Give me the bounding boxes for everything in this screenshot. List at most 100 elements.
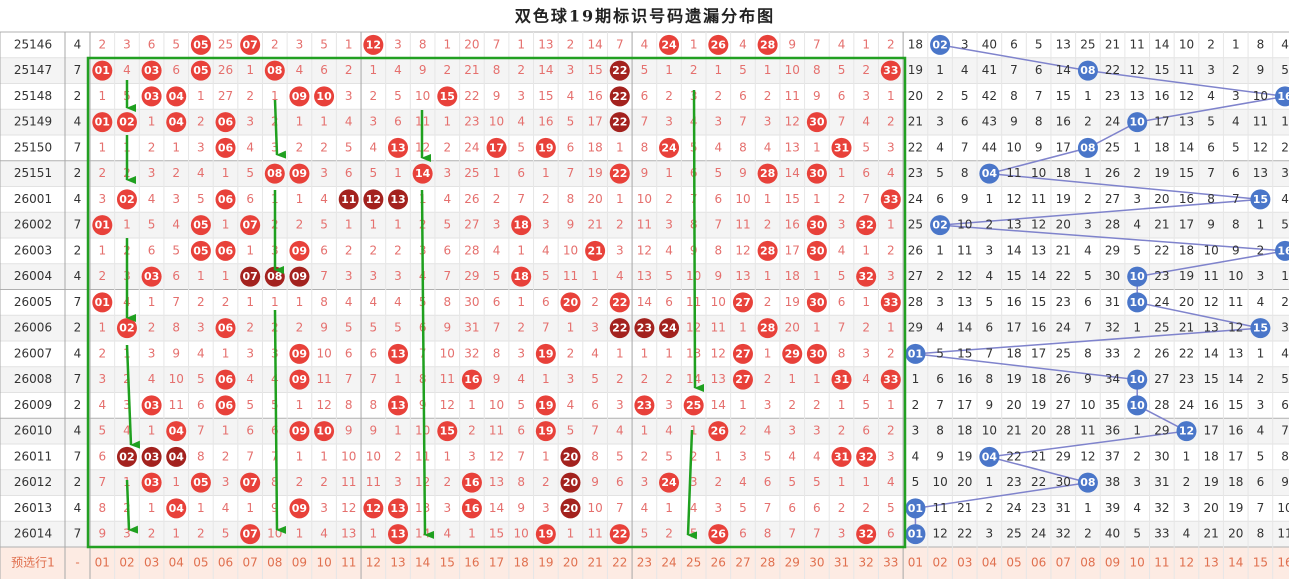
red-omission: 5 — [370, 321, 378, 335]
red-omission: 6 — [714, 192, 722, 206]
blue-omission: 32 — [1105, 321, 1120, 335]
red-omission: 1 — [443, 37, 451, 51]
red-omission: 2 — [542, 192, 550, 206]
blue-omission: 1 — [936, 243, 944, 257]
red-omission: 13 — [637, 269, 652, 283]
red-omission: 6 — [665, 295, 673, 309]
blue-omission: 41 — [982, 63, 997, 77]
red-ball — [732, 343, 753, 364]
footer-blue-number: 06 — [1031, 556, 1046, 570]
red-omission: 7 — [493, 321, 501, 335]
red-ball — [856, 446, 877, 467]
red-omission: 9 — [98, 527, 106, 541]
row-background — [0, 57, 1289, 84]
blue-omission: 14 — [1006, 243, 1021, 257]
blue-omission: 4 — [1257, 424, 1265, 438]
red-omission: 1 — [616, 192, 624, 206]
row-background — [0, 186, 1289, 213]
highlight-box — [86, 56, 907, 549]
red-omission: 27 — [464, 218, 479, 232]
red-omission: 5 — [320, 37, 328, 51]
red-omission: 1 — [197, 269, 205, 283]
red-ball — [659, 318, 680, 339]
red-ball-number: 04 — [169, 90, 185, 103]
blue-omission: 31 — [1154, 475, 1169, 489]
blue-omission: 5 — [936, 346, 944, 360]
blue-omission: 17 — [1228, 449, 1243, 463]
red-omission: 4 — [148, 192, 156, 206]
blue-omission: 18 — [1154, 140, 1169, 154]
red-ball-number: 26 — [711, 38, 727, 51]
red-omission: 4 — [567, 89, 575, 103]
red-ball — [535, 343, 556, 364]
red-omission: 10 — [587, 501, 602, 515]
red-omission: 2 — [296, 321, 304, 335]
red-omission: 1 — [246, 501, 254, 515]
red-omission: 4 — [222, 501, 230, 515]
red-omission: 8 — [567, 192, 575, 206]
red-omission: 16 — [587, 89, 602, 103]
red-omission: 1 — [764, 269, 772, 283]
red-omission: 10 — [489, 398, 504, 412]
red-ball-number: 13 — [390, 193, 405, 206]
blue-omission: 16 — [1228, 424, 1243, 438]
red-ball-number: 04 — [169, 450, 185, 463]
red-omission: 1 — [887, 321, 895, 335]
blue-omission: 3 — [936, 295, 944, 309]
red-ball — [831, 446, 852, 467]
blue-omission: 11 — [957, 243, 972, 257]
red-omission: 6 — [813, 501, 821, 515]
red-omission: 7 — [517, 192, 525, 206]
red-omission: 5 — [172, 37, 180, 51]
red-omission: 3 — [246, 346, 254, 360]
issue: 25149 — [14, 115, 52, 129]
red-omission: 3 — [591, 321, 599, 335]
blue-omission: 20 — [908, 89, 923, 103]
blue-omission: 12 — [1006, 192, 1021, 206]
blue-omission: 43 — [982, 115, 997, 129]
red-omission: 16 — [538, 115, 553, 129]
red-omission: 9 — [517, 501, 525, 515]
red-omission: 7 — [493, 37, 501, 51]
blue-omission: 25 — [1006, 527, 1021, 541]
blue-omission: 4 — [1133, 218, 1141, 232]
red-ball-number: 02 — [119, 116, 134, 129]
blue-omission: 35 — [1105, 398, 1120, 412]
issue: 25150 — [14, 140, 52, 154]
footer-red-number: 28 — [760, 556, 775, 570]
red-omission: 5 — [714, 166, 722, 180]
blue-ball — [1077, 472, 1098, 493]
blue-omission: 4 — [1281, 37, 1289, 51]
red-ball-number: 04 — [169, 425, 185, 438]
red-ball-number: 09 — [292, 90, 307, 103]
red-ball-number: 13 — [390, 528, 405, 541]
red-omission: 1 — [493, 166, 501, 180]
red-omission: 1 — [222, 424, 230, 438]
red-omission: 7 — [714, 218, 722, 232]
red-omission: 2 — [641, 372, 649, 386]
red-omission: 14 — [785, 166, 800, 180]
footer-blue-number: 02 — [932, 556, 947, 570]
blue-omission: 33 — [1154, 527, 1169, 541]
blue-omission: 2 — [1281, 295, 1289, 309]
red-omission: 2 — [813, 398, 821, 412]
blue-omission: 42 — [982, 89, 997, 103]
red-omission: 12 — [415, 475, 430, 489]
red-omission: 3 — [665, 115, 673, 129]
red-omission: 1 — [813, 321, 821, 335]
red-omission: 13 — [415, 501, 430, 515]
red-omission: 8 — [320, 295, 328, 309]
red-omission: 5 — [320, 218, 328, 232]
red-omission: 4 — [813, 449, 821, 463]
red-omission: 20 — [785, 321, 800, 335]
blue-omission: 7 — [936, 398, 944, 412]
red-ball — [732, 292, 753, 313]
red-ball — [363, 189, 384, 210]
red-ball-number: 03 — [144, 64, 159, 77]
red-omission: 5 — [616, 449, 624, 463]
red-omission: 4 — [123, 424, 131, 438]
blue-omission: 14 — [1228, 372, 1243, 386]
row-background — [0, 495, 1289, 522]
blue-omission: 1 — [912, 372, 920, 386]
red-ball-number: 28 — [760, 322, 775, 335]
